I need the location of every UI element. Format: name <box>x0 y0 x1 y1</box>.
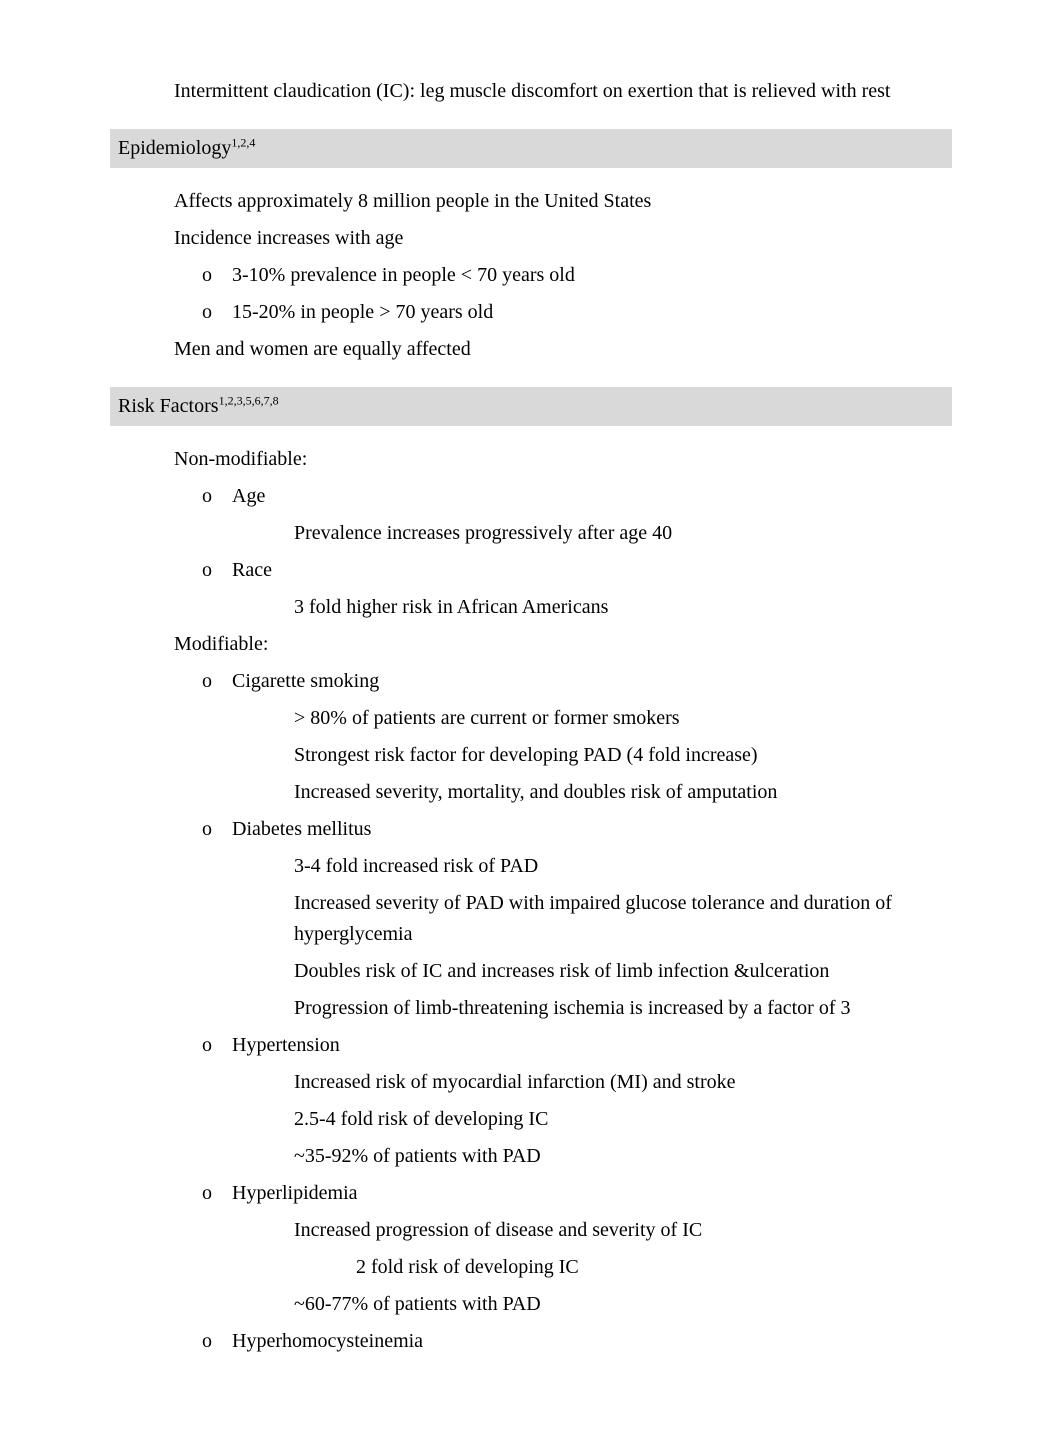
risk-factors-list: Non-modifiable: o Age Prevalence increas… <box>140 444 952 1357</box>
section-header-refs: 1,2,3,5,6,7,8 <box>219 393 279 407</box>
sublist: o Age Prevalence increases progressively… <box>202 481 952 623</box>
epidemiology-list: Affects approximately 8 million people i… <box>140 186 952 365</box>
list-item: o 15-20% in people > 70 years old <box>202 297 952 328</box>
list-item: Strongest risk factor for developing PAD… <box>260 740 952 771</box>
list-item: o Age Prevalence increases progressively… <box>202 481 952 549</box>
list-item-text: 3-10% prevalence in people < 70 years ol… <box>232 264 575 286</box>
list-item-text: Incidence increases with age <box>174 227 403 249</box>
o-marker: o <box>202 555 224 586</box>
section-header-epidemiology: Epidemiology1,2,4 <box>110 129 952 168</box>
section-header-refs: 1,2,4 <box>231 135 255 149</box>
list-item: Modifiable: o Cigarette smoking > 80% of… <box>140 629 952 1357</box>
list-item: > 80% of patients are current or former … <box>260 703 952 734</box>
o-marker: o <box>202 666 224 697</box>
list-item-text: Diabetes mellitus <box>232 818 371 840</box>
section-header-text: Risk Factors <box>118 395 219 417</box>
o-marker: o <box>202 814 224 845</box>
list-item-text: Doubles risk of IC and increases risk of… <box>294 960 829 982</box>
list-item-text: Affects approximately 8 million people i… <box>174 190 651 212</box>
list-item-text: Men and women are equally affected <box>174 338 471 360</box>
sublist: 3 fold higher risk in African Americans <box>260 592 952 623</box>
list-item-text: Non-modifiable: <box>174 448 307 470</box>
o-marker: o <box>202 1030 224 1061</box>
list-item: o Race 3 fold higher risk in African Ame… <box>202 555 952 623</box>
list-item-text: 3 fold higher risk in African Americans <box>294 596 608 618</box>
list-item: 3 fold higher risk in African Americans <box>260 592 952 623</box>
sublist: 2 fold risk of developing IC <box>322 1252 952 1283</box>
list-item-text: Age <box>232 485 265 507</box>
list-item: Intermittent claudication (IC): leg musc… <box>140 76 952 107</box>
o-marker: o <box>202 297 224 328</box>
list-item-text: Cigarette smoking <box>232 670 379 692</box>
list-item-text: Hypertension <box>232 1034 340 1056</box>
list-item: ~60-77% of patients with PAD <box>260 1289 952 1320</box>
list-item-text: Hyperlipidemia <box>232 1182 358 1204</box>
list-item: Progression of limb-threatening ischemia… <box>260 993 952 1024</box>
o-marker: o <box>202 1178 224 1209</box>
list-item-text: ~35-92% of patients with PAD <box>294 1145 541 1167</box>
sublist: 3-4 fold increased risk of PAD Increased… <box>260 851 952 1024</box>
list-item: Increased progression of disease and sev… <box>260 1215 952 1283</box>
list-item: Doubles risk of IC and increases risk of… <box>260 956 952 987</box>
o-marker: o <box>202 481 224 512</box>
section-header-risk-factors: Risk Factors1,2,3,5,6,7,8 <box>110 387 952 426</box>
list-item-text: Strongest risk factor for developing PAD… <box>294 744 758 766</box>
list-item: o Hyperlipidemia Increased progression o… <box>202 1178 952 1320</box>
list-item: Incidence increases with age o 3-10% pre… <box>140 223 952 328</box>
sublist: Increased progression of disease and sev… <box>260 1215 952 1320</box>
list-item: Men and women are equally affected <box>140 334 952 365</box>
list-item-text: Increased progression of disease and sev… <box>294 1219 702 1241</box>
list-item: Affects approximately 8 million people i… <box>140 186 952 217</box>
list-item: o Cigarette smoking > 80% of patients ar… <box>202 666 952 808</box>
list-item-text: > 80% of patients are current or former … <box>294 707 680 729</box>
list-item: o 3-10% prevalence in people < 70 years … <box>202 260 952 291</box>
list-item: o Diabetes mellitus 3-4 fold increased r… <box>202 814 952 1024</box>
list-item-text: 3-4 fold increased risk of PAD <box>294 855 538 877</box>
list-item: 2 fold risk of developing IC <box>322 1252 952 1283</box>
list-item: Increased risk of myocardial infarction … <box>260 1067 952 1098</box>
sublist: Increased risk of myocardial infarction … <box>260 1067 952 1172</box>
list-item: 3-4 fold increased risk of PAD <box>260 851 952 882</box>
list-item: o Hypertension Increased risk of myocard… <box>202 1030 952 1172</box>
list-item-text: Progression of limb-threatening ischemia… <box>294 997 851 1019</box>
list-item: Increased severity of PAD with impaired … <box>260 888 952 950</box>
list-item-text: ~60-77% of patients with PAD <box>294 1293 541 1315</box>
list-item-text: 2 fold risk of developing IC <box>356 1256 579 1278</box>
list-item-text: Increased severity of PAD with impaired … <box>294 892 892 945</box>
top-bullet-list: Intermittent claudication (IC): leg musc… <box>140 76 952 107</box>
list-item-text: Hyperhomocysteinemia <box>232 1330 423 1352</box>
list-item-text: Increased risk of myocardial infarction … <box>294 1071 736 1093</box>
list-item: ~35-92% of patients with PAD <box>260 1141 952 1172</box>
sublist: o Cigarette smoking > 80% of patients ar… <box>202 666 952 1357</box>
list-item-text: 2.5-4 fold risk of developing IC <box>294 1108 548 1130</box>
sublist: > 80% of patients are current or former … <box>260 703 952 808</box>
list-item-text: Prevalence increases progressively after… <box>294 522 672 544</box>
sublist: o 3-10% prevalence in people < 70 years … <box>202 260 952 328</box>
list-item-text: Intermittent claudication (IC): leg musc… <box>174 80 890 102</box>
list-item-text: 15-20% in people > 70 years old <box>232 301 493 323</box>
list-item-text: Increased severity, mortality, and doubl… <box>294 781 777 803</box>
list-item-text: Modifiable: <box>174 633 268 655</box>
list-item: Non-modifiable: o Age Prevalence increas… <box>140 444 952 623</box>
list-item-text: Race <box>232 559 272 581</box>
o-marker: o <box>202 1326 224 1357</box>
list-item: o Hyperhomocysteinemia <box>202 1326 952 1357</box>
list-item: 2.5-4 fold risk of developing IC <box>260 1104 952 1135</box>
sublist: Prevalence increases progressively after… <box>260 518 952 549</box>
section-header-text: Epidemiology <box>118 137 231 159</box>
list-item: Increased severity, mortality, and doubl… <box>260 777 952 808</box>
o-marker: o <box>202 260 224 291</box>
list-item: Prevalence increases progressively after… <box>260 518 952 549</box>
